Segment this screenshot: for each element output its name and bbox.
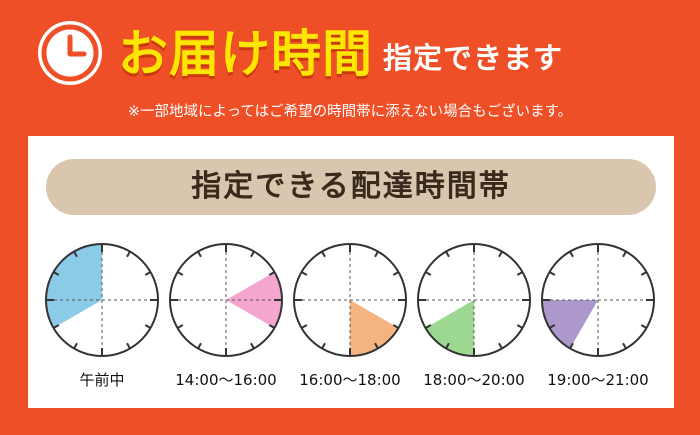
slot-label-16-18: 16:00〜18:00 <box>299 371 401 389</box>
slot-label-14-16: 14:00〜16:00 <box>175 371 277 389</box>
clock-row <box>0 238 700 368</box>
clock-18-20-icon <box>417 243 531 357</box>
headline-rest: 指定できます <box>383 41 564 75</box>
panel-banner: 指定できる配達時間帯 <box>46 159 656 215</box>
slot-label-19-21: 19:00〜21:00 <box>547 371 649 389</box>
slot-label-18-20: 18:00〜20:00 <box>423 371 525 389</box>
slot-label-morning: 午前中 <box>79 371 125 389</box>
headline-highlight: お届け時間 <box>118 25 373 83</box>
availability-note: ※一部地域によってはご希望の時間帯に添えない場合もございます。 <box>127 104 573 120</box>
headline: お届け時間 指定できます <box>118 14 563 84</box>
clock-icon <box>38 21 102 85</box>
clock-19-21-icon <box>541 243 655 357</box>
clock-morning-icon <box>45 243 159 357</box>
clock-16-18-icon <box>293 243 407 357</box>
clock-14-16-icon <box>169 243 283 357</box>
